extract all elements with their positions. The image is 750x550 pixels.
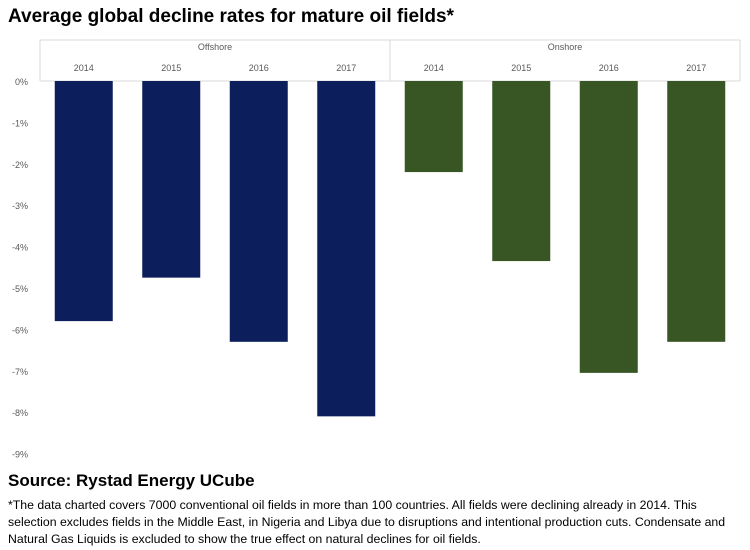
category-label: 2016 xyxy=(599,63,619,73)
bar-onshore-2016 xyxy=(579,81,638,373)
group-label: Offshore xyxy=(198,42,232,52)
bar-onshore-2014 xyxy=(404,81,463,173)
source-label: Source: Rystad Energy UCube xyxy=(8,471,255,490)
y-tick-label: -7% xyxy=(12,367,28,377)
category-label: 2017 xyxy=(336,63,356,73)
y-tick-label: -2% xyxy=(12,160,28,170)
category-label: 2015 xyxy=(161,63,181,73)
bar-offshore-2015 xyxy=(142,81,201,278)
chart-title: Average global decline rates for mature … xyxy=(8,6,454,27)
bar-onshore-2015 xyxy=(492,81,551,262)
group-label: Onshore xyxy=(548,42,583,52)
category-label: 2015 xyxy=(511,63,531,73)
bar-onshore-2017 xyxy=(667,81,726,342)
chart: 0% -1% -2% -3% -4% -5% -6% -7% -8% -9% Offshore 201… xyxy=(12,39,741,460)
bar-offshore-2016 xyxy=(229,81,288,342)
y-tick-label: -6% xyxy=(12,325,28,335)
category-label: 2017 xyxy=(686,63,706,73)
category-label: 2014 xyxy=(424,63,444,73)
y-tick-label: -8% xyxy=(12,408,28,418)
y-tick-label: 0% xyxy=(15,77,28,87)
category-label: 2014 xyxy=(74,63,94,73)
y-tick-label: -1% xyxy=(12,118,28,128)
y-tick-label: -3% xyxy=(12,201,28,211)
y-tick-label: -9% xyxy=(12,450,28,460)
footnote: *The data charted covers 7000 convention… xyxy=(8,498,726,546)
y-tick-label: -4% xyxy=(12,243,28,253)
bar-offshore-2014 xyxy=(54,81,113,322)
bar-offshore-2017 xyxy=(317,81,376,417)
category-label: 2016 xyxy=(249,63,269,73)
y-tick-label: -5% xyxy=(12,284,28,294)
